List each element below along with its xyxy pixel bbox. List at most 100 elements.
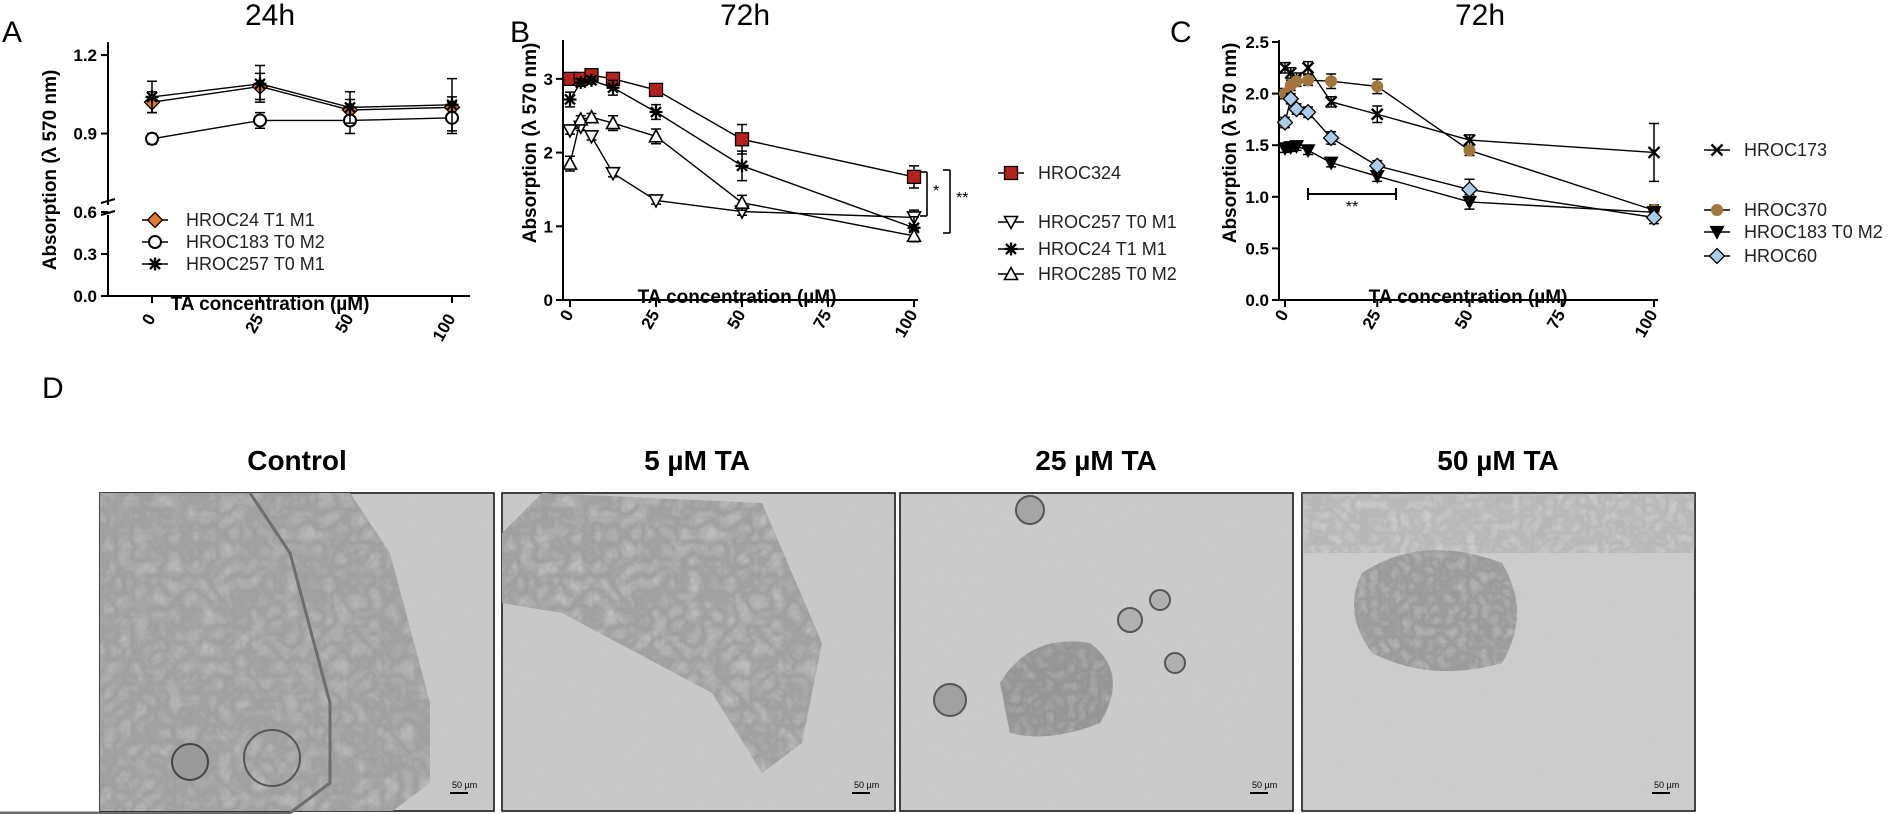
panel-a-y-tick-label: 0.9	[73, 125, 97, 144]
panel-b-data-point	[648, 128, 664, 143]
panel-b-series	[562, 68, 922, 243]
micrograph-50um-scale: 50 µm	[1654, 780, 1679, 790]
panel-a-data-point	[253, 113, 267, 128]
panel-c-letter: C	[1170, 16, 1192, 49]
panel-a-y-tick-label: 0.6	[73, 203, 97, 222]
panel-c-y-tick-label: 2.0	[1245, 85, 1269, 104]
panel-b-x-tick-label: 0	[556, 307, 577, 325]
panel-a-letter: A	[2, 16, 22, 49]
panel-a-series-line	[151, 117, 453, 140]
panel-c-title: 72h	[1455, 0, 1505, 32]
panel-b-data-point	[585, 73, 598, 87]
panel-b-data-point	[583, 109, 600, 124]
panel-a-series-line	[151, 85, 453, 111]
panel-c-x-tick-label: 50	[1451, 307, 1477, 333]
panel-c-data-point	[1368, 157, 1386, 175]
micrograph-25um: 25 µM TA 50 µm	[899, 445, 1294, 812]
panel-c-data-point	[1301, 61, 1315, 75]
panel-a-data-point	[253, 77, 267, 91]
panel-b-x-axis-label: TA concentration (µM)	[638, 287, 837, 308]
micrograph-50um: 50 µM TA 50 µm	[1301, 445, 1696, 812]
micrograph-control-scale: 50 µm	[452, 780, 477, 790]
panel-c-y-axis-label: Absorption (λ 570 nm)	[1220, 43, 1241, 244]
panel-b: B 72h Absorption (λ 570 nm) TA concentra…	[510, 0, 1177, 341]
panel-c-data-point	[1324, 95, 1338, 109]
micrograph-5um-title: 5 µM TA	[644, 445, 750, 476]
panel-c-data-point	[1461, 181, 1478, 198]
panel-b-legend-label: HROC24 T1 M1	[1038, 239, 1167, 259]
panel-a: A 24h Absorption (λ 570 nm) TA concentra…	[2, 0, 470, 345]
panel-b-data-point	[906, 169, 922, 185]
panel-d-letter: D	[42, 372, 64, 405]
panel-c-x-tick-label: 0	[1271, 307, 1292, 325]
panel-b-data-point	[563, 92, 577, 106]
panel-b-significance: * **	[920, 169, 968, 234]
panel-c-data-point	[1299, 103, 1317, 121]
panel-a-legend-label: HROC257 T0 M1	[186, 254, 325, 274]
panel-c-significance: **	[1307, 188, 1397, 216]
panel-c-sig-star: **	[1346, 199, 1358, 216]
panel-c-y-tick-label: 0.0	[1245, 291, 1269, 310]
panel-b-title: 72h	[720, 0, 770, 32]
panel-c-data-point	[1300, 144, 1316, 159]
panel-b-data-point	[605, 166, 621, 182]
panel-c-y-tick-label: 2.5	[1245, 33, 1269, 52]
panel-b-legend-label: HROC285 T0 M2	[1038, 264, 1177, 284]
panel-c-legend-marker	[1709, 225, 1725, 240]
panel-c-data-point	[1370, 107, 1384, 121]
panel-c-data-point	[1302, 74, 1315, 87]
panel-a-series	[143, 64, 461, 146]
panel-b-y-tick-label: 3	[544, 70, 553, 89]
panel-b-y-tick-label: 2	[544, 144, 553, 163]
panel-b-y-axis-label: Absorption (λ 570 nm)	[520, 43, 541, 244]
panel-b-data-point	[574, 76, 588, 90]
panel-a-legend-label: HROC24 T1 M1	[186, 210, 315, 230]
panel-b-data-point	[735, 159, 749, 173]
panel-a-y-tick-label: 0.3	[73, 245, 97, 264]
panel-a-legend-marker	[146, 211, 164, 229]
panel-c-legend-label: HROC173	[1744, 140, 1827, 160]
panel-c-data-point	[1645, 209, 1663, 226]
panel-c-data-point	[1276, 114, 1294, 131]
panel-c-data-point	[1288, 100, 1305, 118]
panel-c-x-tick-label: 25	[1359, 307, 1385, 333]
panel-c-data-point	[1647, 146, 1661, 159]
panel-a-y-tick-label: 1.2	[73, 46, 97, 65]
panel-a-x-tick-label: 0	[138, 311, 159, 329]
panel-c-data-point	[1371, 80, 1384, 93]
micrograph-control-title: Control	[247, 445, 347, 476]
panel-c-x-axis-label: TA concentration (µM)	[1369, 287, 1568, 308]
panel-b-x-tick-label: 100	[891, 307, 922, 341]
panel-c-legend-label: HROC183 T0 M2	[1744, 222, 1883, 242]
panel-b-legend-marker	[1003, 265, 1019, 281]
panel-a-data-point	[343, 100, 357, 114]
panel-c-x-tick-label: 100	[1631, 307, 1662, 341]
panel-b-data-point	[906, 227, 922, 243]
panel-b-data-point	[648, 194, 664, 209]
panel-a-data-point	[145, 90, 159, 104]
panel-a-y-tick-label: 0.0	[73, 287, 97, 306]
panel-b-data-point	[648, 82, 664, 98]
panel-c-y-tick-label: 0.5	[1245, 239, 1269, 258]
panel-a-axes	[100, 42, 470, 303]
panel-a-y-axis-label: Absorption (λ 570 nm)	[40, 70, 61, 271]
panel-b-letter: B	[510, 16, 530, 49]
micrograph-5um: 5 µM TA 50 µm	[501, 445, 896, 812]
panel-b-data-point	[572, 111, 589, 126]
panel-c: C 72h Absorption (λ 570 nm) TA concentra…	[1170, 0, 1883, 341]
panel-b-data-point	[734, 132, 750, 147]
micrograph-control: Control 50 µm	[0, 445, 495, 814]
panel-c-series	[1276, 60, 1663, 226]
panel-c-legend-marker	[1710, 143, 1724, 157]
panel-b-y-tick-label: 1	[544, 217, 553, 236]
panel-b-legend-label: HROC257 T0 M1	[1038, 212, 1177, 232]
panel-a-data-point	[445, 98, 459, 112]
panel-a-x-axis-label: TA concentration (µM)	[171, 294, 370, 315]
panel-a-legend-marker	[148, 235, 162, 249]
panel-b-data-point	[649, 105, 663, 119]
panel-a-legend-label: HROC183 T0 M2	[186, 232, 325, 252]
panel-b-data-point	[562, 155, 578, 170]
